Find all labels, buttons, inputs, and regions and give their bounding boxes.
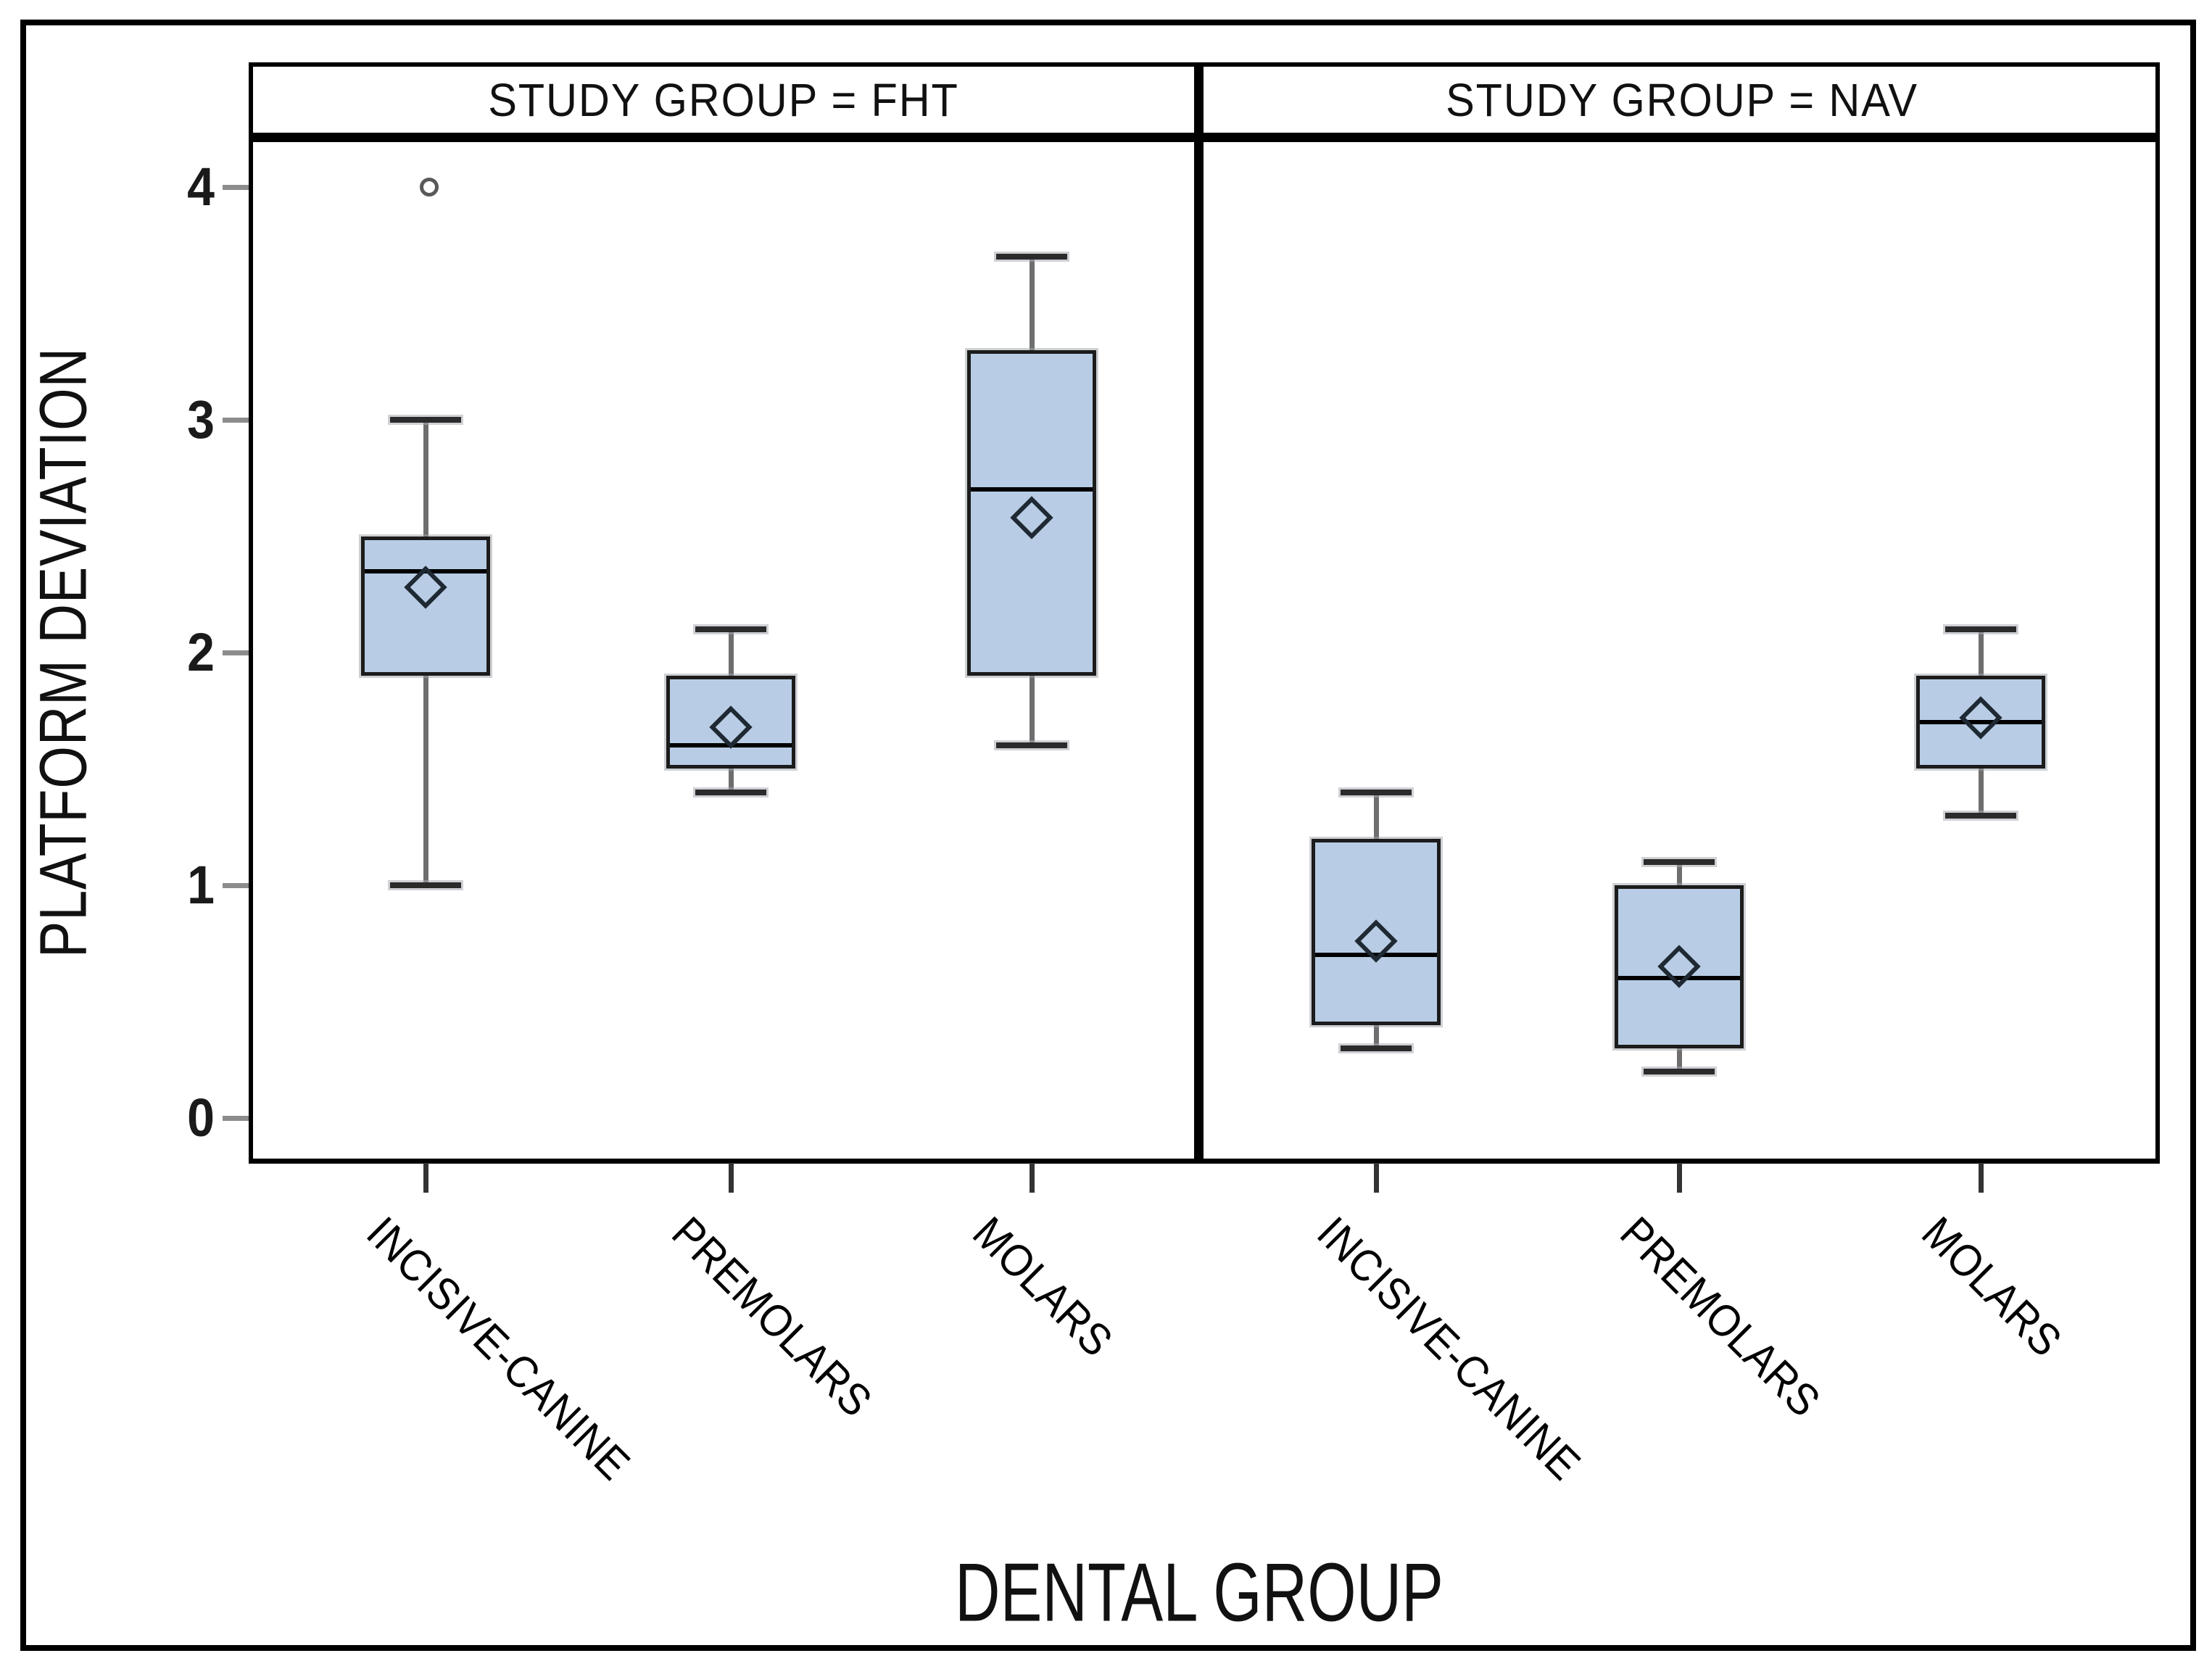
box-FHT-premolars [664,674,798,771]
figure-border [20,20,2196,1651]
y-tick [223,883,249,888]
header-top-line [249,62,2160,67]
x-tick-NAV-premolars [1677,1163,1682,1193]
whisker-cap-low-FHT-premolars [693,787,769,798]
box-NAV-incisive-canine [1309,836,1443,1027]
y-tick [223,650,249,655]
median-NAV-incisive-canine [1315,953,1437,958]
y-tick-label: 0 [187,1088,215,1148]
x-axis-title: DENTAL GROUP [955,1546,1443,1639]
header-bottom-line [249,133,2160,142]
median-FHT-molars [971,487,1093,492]
box-NAV-premolars [1612,883,1746,1051]
median-FHT-premolars [670,743,792,748]
median-FHT-incisive-canine [365,568,486,573]
box-FHT-incisive-canine [359,534,492,679]
panel-header-fht: STUDY GROUP = FHT [488,74,959,126]
y-tick [223,185,249,190]
whisker-cap-high-NAV-molars [1943,624,2018,634]
box-FHT-molars [965,347,1098,679]
x-tick-FHT-molars [1030,1163,1035,1193]
y-tick [223,1116,249,1121]
whisker-cap-low-FHT-incisive-canine [388,880,463,890]
y-tick-label: 1 [187,855,215,915]
x-tick-NAV-molars [1979,1163,1984,1193]
x-axis-line [249,1159,2160,1164]
whisker-cap-high-FHT-premolars [693,624,769,634]
whisker-cap-high-FHT-incisive-canine [388,415,463,425]
plot-right-border [2155,62,2160,1163]
y-tick [223,418,249,423]
whisker-cap-high-NAV-premolars [1641,856,1717,867]
x-tick-FHT-premolars [729,1163,734,1193]
median-NAV-molars [1920,720,2042,725]
panel-header-nav: STUDY GROUP = NAV [1446,74,1918,126]
whisker-cap-high-FHT-molars [994,252,1069,262]
whisker-cap-low-FHT-molars [994,740,1069,751]
y-tick-label: 3 [187,389,215,450]
whisker-cap-low-NAV-incisive-canine [1338,1043,1414,1053]
panel-divider [1194,62,1204,1163]
x-tick-FHT-incisive-canine [423,1163,428,1193]
outlier-point-FHT-incisive-canine [420,178,439,196]
x-tick-NAV-incisive-canine [1374,1163,1379,1193]
y-tick-label: 2 [187,622,215,682]
whisker-cap-low-NAV-molars [1943,810,2018,821]
y-tick-label: 4 [187,157,215,217]
plot-left-border [249,62,253,1163]
whisker-cap-high-NAV-incisive-canine [1338,787,1414,798]
median-NAV-premolars [1618,976,1740,981]
whisker-cap-low-NAV-premolars [1641,1066,1717,1077]
